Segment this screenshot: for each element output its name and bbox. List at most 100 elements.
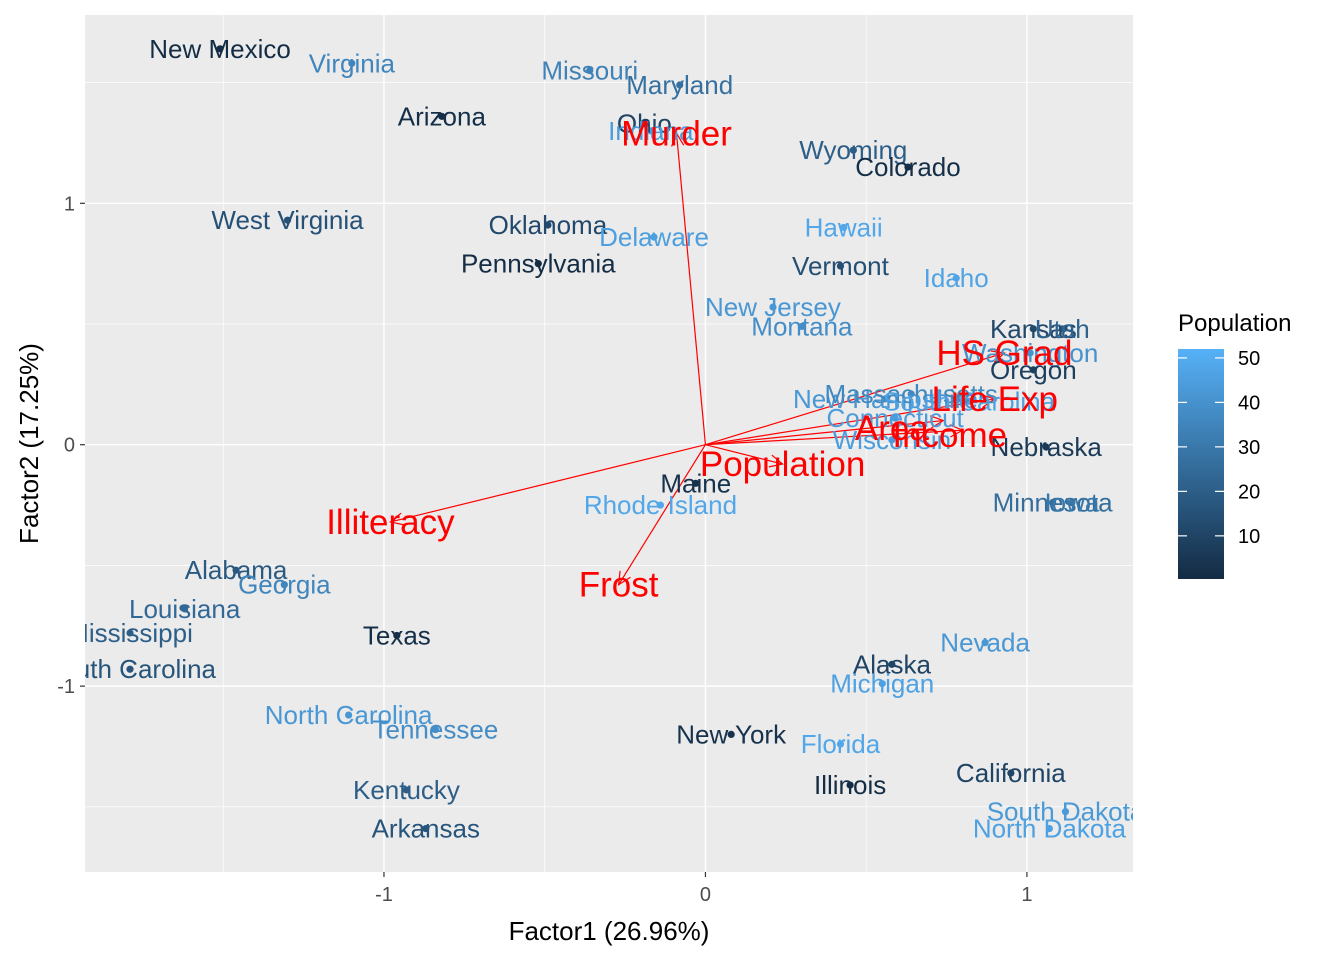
state-point bbox=[769, 303, 777, 311]
state-point bbox=[1061, 808, 1070, 816]
state-label: Idaho bbox=[924, 263, 989, 293]
x-tick-label: 0 bbox=[700, 884, 711, 906]
state-point bbox=[216, 45, 224, 53]
arrow-shaft bbox=[705, 352, 1005, 446]
y-axis-title: Factor2 (17.25%) bbox=[14, 343, 44, 544]
arrow-head bbox=[981, 394, 997, 408]
arrow-shaft bbox=[675, 133, 707, 445]
state-label: Missouri bbox=[541, 56, 638, 86]
state-label: Nevada bbox=[940, 628, 1030, 658]
state-point bbox=[907, 390, 915, 398]
y-axis-ticks: -1 0 1 bbox=[57, 193, 85, 698]
state-label: Colorado bbox=[855, 152, 961, 182]
arrow-shaft bbox=[705, 444, 783, 465]
state-label: California bbox=[956, 758, 1066, 788]
state-label: Pennsylvania bbox=[461, 249, 616, 279]
state-label: Tennessee bbox=[373, 715, 499, 745]
state-point bbox=[1029, 366, 1037, 374]
state-point bbox=[904, 163, 912, 171]
state-label: Ohio bbox=[617, 109, 672, 139]
x-tick-label: -1 bbox=[375, 884, 393, 906]
arrow-shaft bbox=[390, 444, 706, 523]
state-label: Vermont bbox=[792, 251, 890, 281]
legend-tick-label: 40 bbox=[1238, 392, 1260, 414]
state-point bbox=[402, 786, 411, 794]
state-label: New Jersey bbox=[705, 292, 841, 322]
arrow-head bbox=[389, 512, 405, 526]
state-label: Rhode Island bbox=[584, 490, 737, 520]
state-point bbox=[232, 566, 240, 574]
state-point bbox=[836, 740, 845, 748]
state-point bbox=[586, 66, 594, 75]
state-label: North Dakota bbox=[973, 814, 1127, 844]
state-point bbox=[849, 146, 857, 154]
x-axis-ticks: -1 0 1 bbox=[375, 872, 1032, 906]
state-point bbox=[280, 581, 288, 589]
state-point bbox=[952, 274, 960, 282]
state-label: Oklahoma bbox=[489, 210, 608, 240]
y-tick-label: 1 bbox=[64, 193, 75, 215]
arrow-head bbox=[768, 454, 784, 468]
state-point bbox=[1029, 325, 1037, 333]
state-label: Florida bbox=[801, 729, 881, 759]
legend: Population 10 20 30 40 50 bbox=[1178, 310, 1291, 579]
grid-lines bbox=[85, 15, 1133, 872]
variable-label: Illiteracy bbox=[326, 503, 455, 542]
arrow-shaft bbox=[705, 429, 963, 446]
arrow-head bbox=[929, 415, 945, 429]
state-point bbox=[965, 397, 973, 405]
state-point bbox=[348, 59, 356, 67]
state-point bbox=[345, 711, 353, 719]
state-point bbox=[431, 725, 440, 734]
variable-label: Population bbox=[700, 445, 865, 484]
state-point bbox=[650, 233, 658, 241]
state-label: Utah bbox=[1035, 314, 1090, 344]
x-tick-label: 1 bbox=[1021, 884, 1032, 906]
state-point bbox=[544, 221, 552, 229]
legend-tick-label: 50 bbox=[1238, 348, 1260, 370]
state-point bbox=[640, 120, 648, 128]
arrow-shaft bbox=[705, 398, 995, 446]
legend-title: Population bbox=[1178, 310, 1291, 337]
variable-label: Area bbox=[855, 409, 929, 448]
state-label: New Hampshire bbox=[793, 384, 978, 414]
state-point bbox=[422, 824, 430, 833]
state-label: Iowa bbox=[1044, 488, 1099, 518]
state-point bbox=[438, 112, 446, 120]
state-point bbox=[881, 395, 890, 403]
state-label: Minnesota bbox=[993, 488, 1113, 518]
legend-ticks: 10 20 30 40 50 bbox=[1178, 348, 1260, 548]
variable-label: Frost bbox=[579, 566, 659, 605]
state-label: Montana bbox=[751, 311, 853, 341]
legend-tick-label: 30 bbox=[1238, 437, 1260, 459]
arrow-shaft bbox=[705, 419, 944, 446]
state-label: West Virginia bbox=[211, 205, 364, 235]
state-point bbox=[836, 262, 845, 270]
variable-label: Murder bbox=[621, 114, 732, 153]
state-point bbox=[181, 605, 189, 613]
arrow-head bbox=[671, 131, 685, 147]
state-point bbox=[393, 631, 401, 640]
state-point bbox=[1045, 824, 1054, 833]
state-label: South Carolina bbox=[44, 654, 217, 684]
state-label: South Dakota bbox=[987, 797, 1145, 827]
state-label: South Carolina bbox=[883, 386, 1056, 416]
state-point bbox=[1068, 499, 1076, 507]
state-label: Arizona bbox=[398, 101, 487, 131]
state-label: New Mexico bbox=[149, 34, 291, 64]
state-point bbox=[126, 629, 134, 637]
arrow-head bbox=[990, 350, 1006, 363]
state-label: Alabama bbox=[185, 555, 288, 585]
state-point bbox=[676, 81, 684, 89]
state-label: Arkansas bbox=[372, 814, 480, 844]
state-label: Wisconsin bbox=[833, 425, 951, 455]
arrow-head bbox=[617, 570, 631, 586]
variable-arrows bbox=[389, 131, 1006, 586]
state-label: Louisiana bbox=[129, 594, 241, 624]
x-axis-title: Factor1 (26.96%) bbox=[509, 916, 710, 946]
state-point bbox=[727, 730, 735, 738]
state-point bbox=[534, 260, 542, 268]
